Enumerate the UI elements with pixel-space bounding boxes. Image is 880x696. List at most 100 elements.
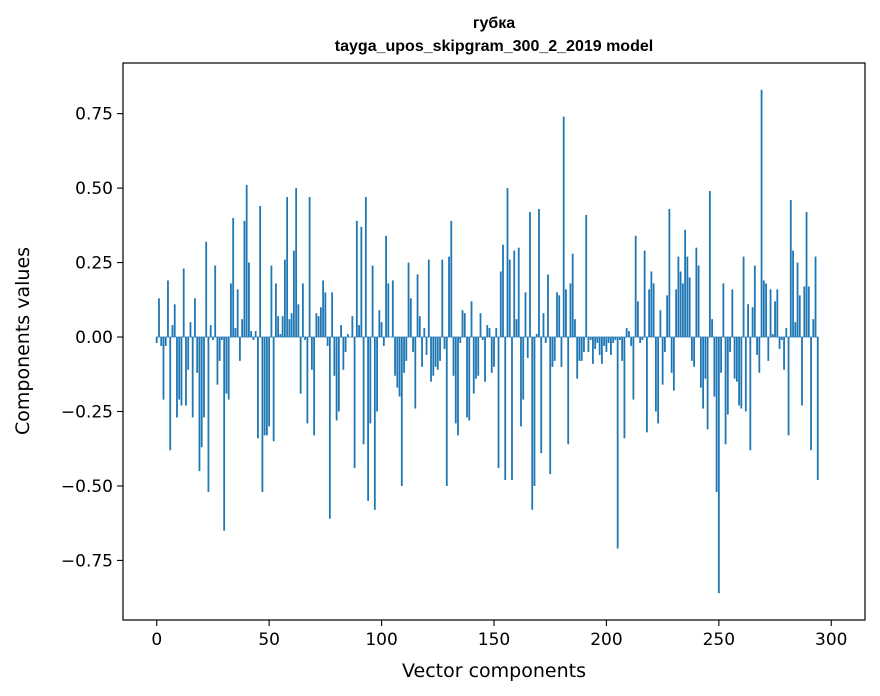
bar: [758, 337, 761, 373]
bar: [576, 337, 579, 379]
bar: [529, 211, 531, 338]
bar: [212, 337, 214, 341]
bar: [479, 313, 482, 338]
bar: [771, 334, 774, 338]
bar: [697, 265, 700, 338]
bar: [176, 337, 178, 418]
bar: [182, 268, 185, 338]
bar: [414, 337, 417, 409]
y-tick-label: −0.25: [61, 402, 113, 422]
bar: [574, 319, 576, 338]
bar: [632, 337, 635, 400]
x-tick-label: 0: [151, 630, 162, 650]
bar: [400, 337, 403, 486]
bar: [441, 259, 444, 338]
bar: [558, 295, 561, 338]
bar: [580, 337, 583, 361]
bar: [382, 337, 385, 346]
bar: [646, 337, 648, 433]
bar: [506, 188, 509, 338]
bar: [814, 256, 817, 338]
bar: [394, 337, 396, 376]
bar: [266, 337, 268, 436]
bar: [657, 337, 660, 424]
bar: [245, 185, 248, 338]
bar: [603, 337, 606, 346]
bar: [569, 283, 572, 338]
bar: [313, 337, 316, 436]
bar: [592, 337, 594, 364]
bar: [281, 316, 284, 338]
bar: [425, 337, 428, 355]
bar: [502, 244, 504, 338]
bar: [436, 337, 439, 370]
bar: [610, 337, 612, 355]
bar: [495, 328, 498, 338]
bar: [796, 262, 799, 338]
bar: [259, 205, 262, 338]
bar: [335, 337, 338, 421]
bar: [297, 304, 300, 338]
bar: [765, 283, 767, 338]
bar: [517, 247, 520, 338]
bar: [567, 337, 570, 445]
bar: [650, 271, 653, 338]
bar: [549, 337, 552, 475]
bar: [191, 337, 194, 418]
x-tick-label: 250: [703, 630, 735, 650]
bar: [789, 200, 792, 338]
bar: [686, 256, 689, 338]
bar: [216, 337, 219, 385]
bar: [304, 337, 307, 341]
bar: [412, 337, 414, 352]
bar: [207, 337, 210, 492]
bar: [767, 337, 770, 361]
bar: [283, 259, 286, 338]
bar: [189, 322, 192, 338]
bar: [708, 191, 711, 338]
bar: [223, 337, 226, 531]
bar: [513, 250, 516, 338]
bar: [659, 310, 662, 338]
bar: [641, 337, 644, 341]
bars-group: [155, 89, 819, 594]
bar: [672, 337, 675, 391]
bar: [499, 271, 502, 338]
bar: [254, 331, 257, 338]
bar: [173, 304, 176, 338]
x-axis: 0 50 100 150 200 250 300: [151, 620, 847, 650]
bar: [722, 283, 725, 338]
bar: [241, 319, 244, 338]
bar: [457, 337, 459, 436]
bar: [695, 247, 698, 338]
bar: [279, 334, 282, 338]
bar: [272, 337, 275, 442]
y-axis: −0.75 −0.50 −0.25 0.00 0.25 0.50 0.75: [61, 105, 123, 571]
bar: [780, 337, 783, 341]
bar: [619, 337, 621, 341]
bar: [731, 289, 734, 338]
bar: [342, 337, 345, 370]
bar: [416, 274, 419, 338]
y-tick-label: −0.75: [61, 551, 113, 571]
bar: [661, 337, 664, 385]
bar: [468, 337, 471, 421]
bar: [232, 217, 235, 338]
bar: [733, 337, 736, 379]
bar: [178, 337, 181, 400]
bar: [484, 337, 486, 382]
bar: [450, 220, 453, 338]
x-axis-label: Vector components: [402, 660, 586, 682]
bar: [612, 337, 615, 343]
bar: [358, 325, 360, 338]
bar: [301, 283, 304, 338]
bar: [607, 337, 610, 343]
bar: [785, 328, 788, 338]
bar: [729, 337, 731, 352]
bar: [578, 337, 581, 361]
bar: [625, 328, 628, 338]
bar: [481, 337, 484, 341]
bar: [234, 328, 237, 338]
bar: [277, 316, 280, 338]
bar: [225, 337, 228, 394]
